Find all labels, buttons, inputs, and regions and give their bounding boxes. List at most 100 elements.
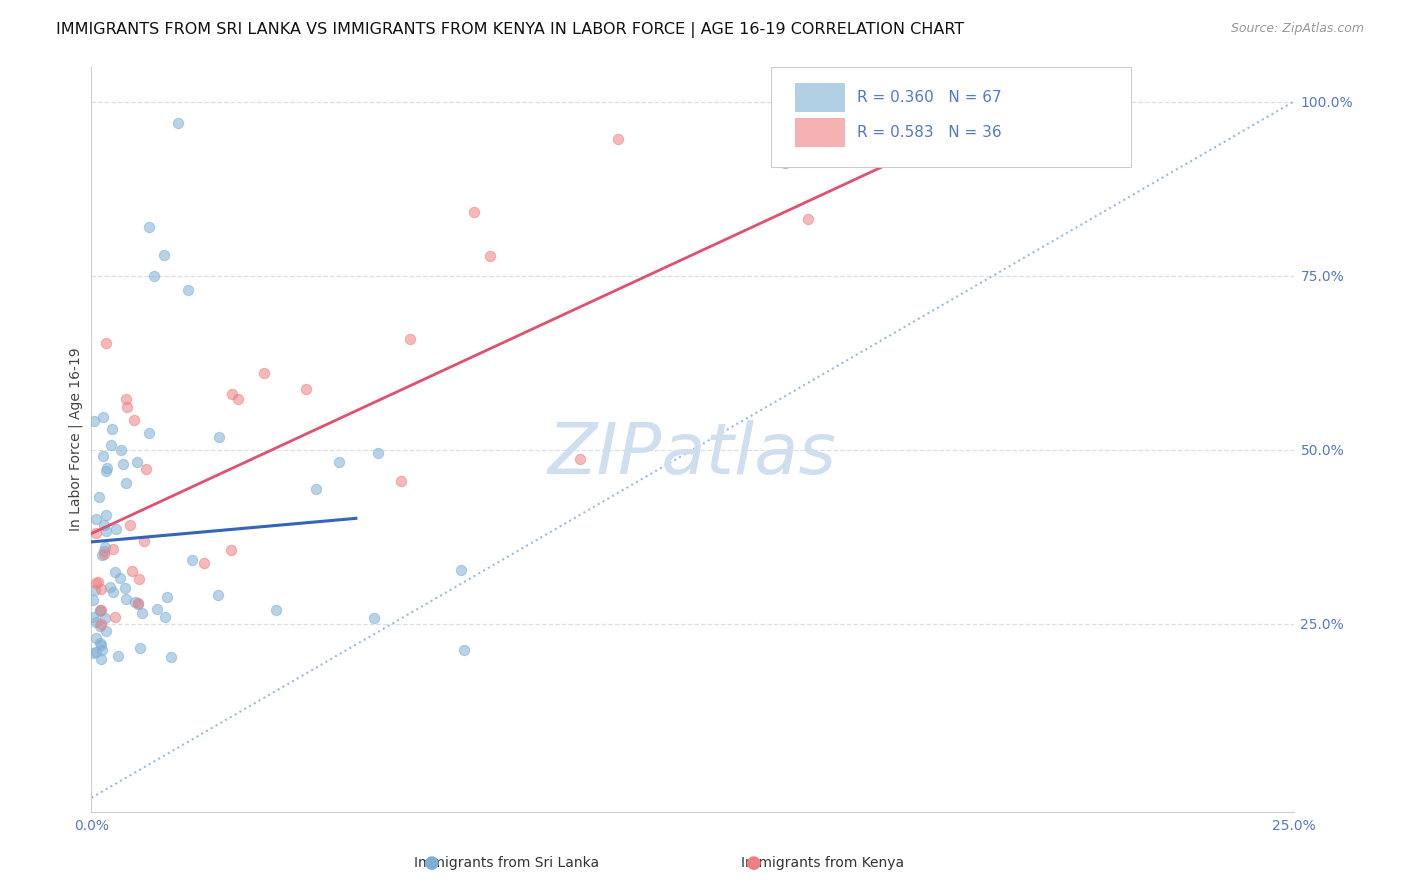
Point <box>114 581 136 595</box>
Point <box>153 610 176 624</box>
Point <box>96 508 118 522</box>
Point <box>104 522 127 536</box>
Point <box>207 430 229 444</box>
Point <box>84 576 107 591</box>
Point <box>479 249 502 263</box>
Point <box>94 540 117 554</box>
Point <box>93 517 115 532</box>
Point <box>94 624 117 638</box>
Point <box>84 525 107 540</box>
Text: IMMIGRANTS FROM SRI LANKA VS IMMIGRANTS FROM KENYA IN LABOR FORCE | AGE 16-19 CO: IMMIGRANTS FROM SRI LANKA VS IMMIGRANTS … <box>56 22 965 38</box>
Point <box>91 548 114 562</box>
Text: Immigrants from Kenya: Immigrants from Kenya <box>741 856 904 871</box>
Point <box>127 597 149 611</box>
Point <box>226 392 249 406</box>
Point <box>86 574 108 589</box>
Point <box>193 557 215 571</box>
Bar <box>794 83 845 112</box>
Point <box>91 449 114 463</box>
Point <box>96 461 118 475</box>
Text: ●: ● <box>423 855 440 872</box>
Point <box>367 445 389 459</box>
Point <box>101 584 124 599</box>
Point <box>90 643 112 657</box>
Text: R = 0.583   N = 36: R = 0.583 N = 36 <box>858 125 1001 140</box>
Point <box>181 553 204 567</box>
Point <box>453 643 475 657</box>
Point <box>90 603 112 617</box>
Point <box>152 248 174 262</box>
Point <box>135 462 157 476</box>
Point <box>138 425 160 440</box>
Point <box>463 205 485 219</box>
Point <box>84 582 107 597</box>
Point <box>84 631 107 645</box>
Point <box>328 455 350 469</box>
Point <box>207 588 229 602</box>
Point <box>87 490 110 504</box>
Point <box>82 646 104 660</box>
Point <box>111 458 134 472</box>
Point <box>100 438 122 452</box>
Point <box>773 156 796 170</box>
Point <box>93 544 115 558</box>
Point <box>156 591 179 605</box>
Point <box>120 518 142 533</box>
Point <box>115 592 138 607</box>
Point <box>83 414 105 428</box>
Point <box>89 636 111 650</box>
Point <box>221 387 243 401</box>
Point <box>145 602 167 616</box>
Point <box>86 615 108 629</box>
Point <box>159 649 181 664</box>
Point <box>108 571 131 585</box>
FancyBboxPatch shape <box>770 67 1132 168</box>
Point <box>107 648 129 663</box>
Point <box>110 442 132 457</box>
Point <box>89 603 111 617</box>
Point <box>91 409 114 424</box>
Point <box>569 451 592 466</box>
Point <box>82 592 104 607</box>
Point <box>124 595 146 609</box>
Point <box>94 336 117 351</box>
Point <box>90 651 112 665</box>
Point <box>90 582 112 596</box>
Point <box>84 511 107 525</box>
Point <box>84 645 107 659</box>
Point <box>1035 151 1057 165</box>
Point <box>115 476 138 491</box>
Text: ●: ● <box>745 855 762 872</box>
Point <box>90 616 112 631</box>
Point <box>94 524 117 538</box>
Point <box>219 543 242 558</box>
Point <box>124 413 146 427</box>
Point <box>127 596 149 610</box>
Point <box>125 455 148 469</box>
Point <box>89 619 111 633</box>
Point <box>305 482 328 496</box>
Point <box>252 366 274 380</box>
Text: ZIPatlas: ZIPatlas <box>548 420 837 489</box>
Point <box>796 211 818 226</box>
Point <box>82 610 104 624</box>
Point <box>128 572 150 586</box>
Point <box>101 542 124 557</box>
Point <box>1090 102 1112 116</box>
Y-axis label: In Labor Force | Age 16-19: In Labor Force | Age 16-19 <box>69 348 83 531</box>
Point <box>131 606 153 620</box>
Point <box>101 422 124 436</box>
Point <box>115 400 138 414</box>
Point <box>391 475 413 489</box>
Text: Immigrants from Sri Lanka: Immigrants from Sri Lanka <box>413 856 599 871</box>
Point <box>93 610 115 624</box>
Text: Source: ZipAtlas.com: Source: ZipAtlas.com <box>1230 22 1364 36</box>
Point <box>295 382 318 396</box>
Point <box>264 603 287 617</box>
Point <box>104 566 127 580</box>
Point <box>132 533 155 548</box>
Point <box>1054 95 1077 109</box>
Point <box>363 611 385 625</box>
Point <box>89 604 111 618</box>
Point <box>115 392 138 406</box>
